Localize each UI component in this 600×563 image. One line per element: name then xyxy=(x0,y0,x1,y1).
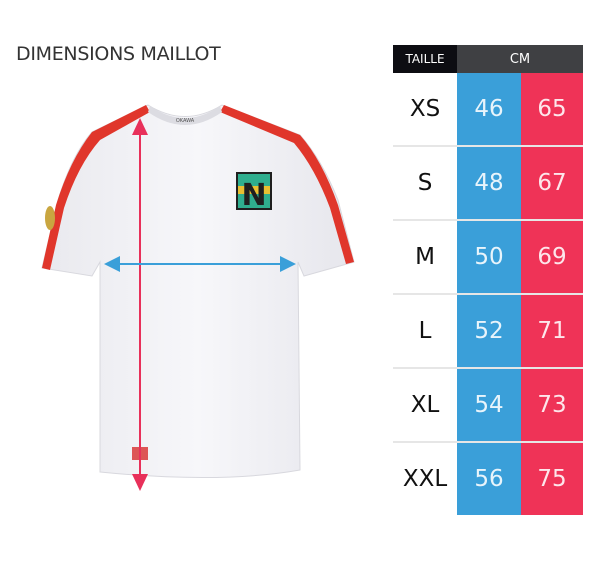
header-size: TAILLE xyxy=(393,45,457,73)
header-unit: CM xyxy=(457,45,583,73)
table-row: S 48 67 xyxy=(393,147,583,221)
width-cell: 52 xyxy=(457,295,521,367)
table-row: XS 46 65 xyxy=(393,73,583,147)
table-row: M 50 69 xyxy=(393,221,583,295)
crest-letter: N xyxy=(241,178,266,213)
length-cell: 75 xyxy=(521,443,583,515)
length-cell: 65 xyxy=(521,73,583,145)
length-cell: 67 xyxy=(521,147,583,219)
table-header: TAILLE CM xyxy=(393,45,583,73)
length-cell: 69 xyxy=(521,221,583,293)
size-cell: L xyxy=(418,318,432,344)
size-chart-table: TAILLE CM XS 46 65 S 48 67 M 50 69 L 52 71 XL 54 7… xyxy=(393,45,583,517)
table-row: XXL 56 75 xyxy=(393,443,583,517)
width-cell: 50 xyxy=(457,221,521,293)
crest-logo: N xyxy=(236,172,272,213)
jersey-illustration: OKAWA N xyxy=(41,104,355,491)
length-arrow xyxy=(132,118,148,491)
size-cell: M xyxy=(415,244,435,270)
table-row: L 52 71 xyxy=(393,295,583,369)
size-cell: XS xyxy=(409,96,441,122)
table-row: XL 54 73 xyxy=(393,369,583,443)
width-cell: 48 xyxy=(457,147,521,219)
width-cell: 46 xyxy=(457,73,521,145)
size-cell: S xyxy=(417,170,433,196)
width-cell: 56 xyxy=(457,443,521,515)
sleeve-stripe-left xyxy=(42,105,150,270)
length-cell: 73 xyxy=(521,369,583,441)
length-cell: 71 xyxy=(521,295,583,367)
width-arrow xyxy=(104,256,296,272)
collar-brand: OKAWA xyxy=(176,118,195,124)
page-title: DIMENSIONS MAILLOT xyxy=(16,43,221,65)
sleeve-badge xyxy=(45,206,55,230)
size-cell: XXL xyxy=(402,466,448,492)
sleeve-stripe-right xyxy=(220,105,354,264)
width-cell: 54 xyxy=(457,369,521,441)
size-cell: XL xyxy=(410,392,440,418)
